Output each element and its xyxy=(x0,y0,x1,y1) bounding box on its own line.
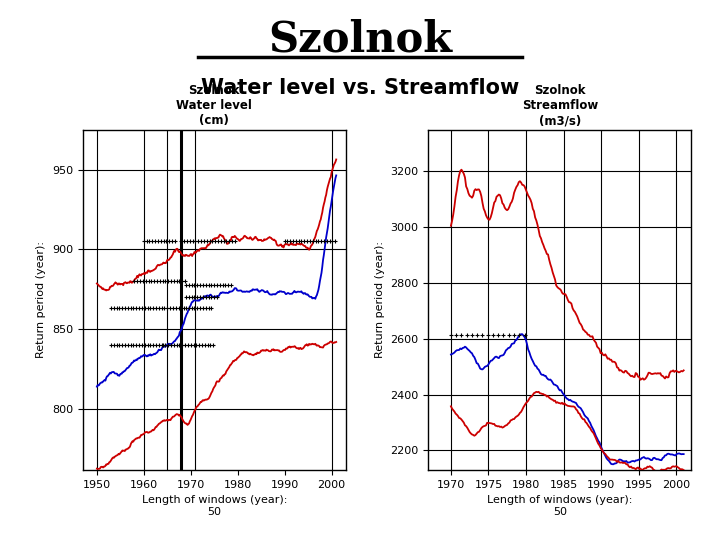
Text: Water level vs. Streamflow: Water level vs. Streamflow xyxy=(201,78,519,98)
Y-axis label: Return period (year):: Return period (year): xyxy=(375,241,385,358)
Text: Szolnok: Szolnok xyxy=(268,19,452,61)
Y-axis label: Return period (year):: Return period (year): xyxy=(37,241,46,358)
Title: Szolnok
Streamflow
(m3/s): Szolnok Streamflow (m3/s) xyxy=(522,84,598,127)
X-axis label: Length of windows (year):
50: Length of windows (year): 50 xyxy=(487,495,632,517)
X-axis label: Length of windows (year):
50: Length of windows (year): 50 xyxy=(142,495,287,517)
Title: Szolnok
Water level
(cm): Szolnok Water level (cm) xyxy=(176,84,252,127)
